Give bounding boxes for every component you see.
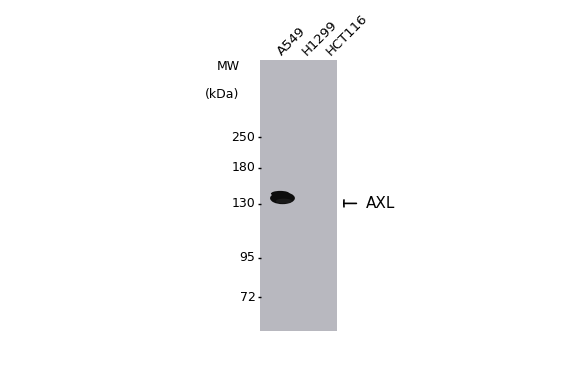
Text: 180: 180 [232,161,255,174]
Text: 250: 250 [232,130,255,144]
Text: A549: A549 [274,25,308,59]
Text: AXL: AXL [366,196,395,211]
Text: HCT116: HCT116 [324,12,370,59]
Ellipse shape [271,191,289,197]
Text: 130: 130 [232,197,255,211]
Text: MW: MW [217,60,240,73]
Ellipse shape [276,199,292,203]
Text: 72: 72 [240,291,255,304]
Text: 95: 95 [240,251,255,264]
Text: (kDa): (kDa) [205,88,240,101]
Text: H1299: H1299 [300,19,340,59]
Ellipse shape [270,192,295,204]
Bar [260,60,336,331]
